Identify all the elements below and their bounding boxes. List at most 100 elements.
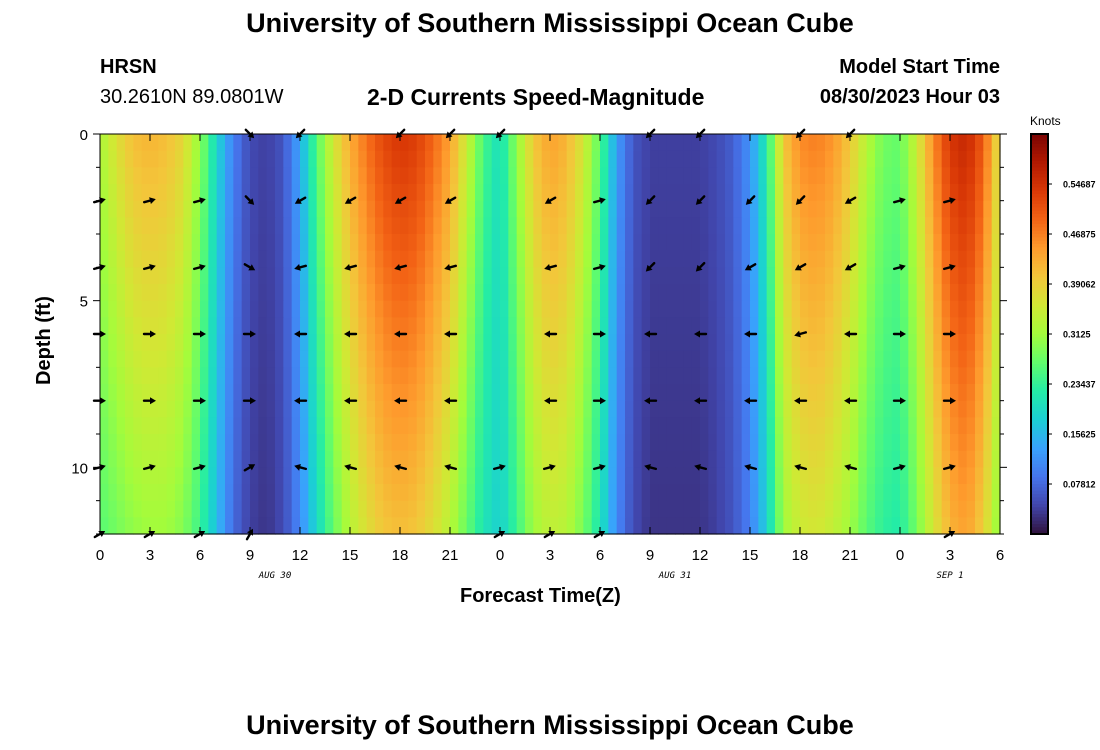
heatmap-cell	[275, 217, 284, 235]
heatmap-cell	[466, 417, 476, 435]
heatmap-cell	[691, 384, 701, 402]
heatmap-cell	[716, 184, 726, 202]
heatmap-cell	[333, 134, 343, 152]
heatmap-cell	[816, 150, 826, 168]
heatmap-cell	[575, 234, 584, 252]
heatmap-cell	[983, 234, 993, 252]
heatmap-cell	[491, 367, 501, 385]
current-arrow	[493, 464, 506, 471]
heatmap-cell	[733, 467, 743, 485]
heatmap-cell	[800, 250, 809, 268]
heatmap-cell	[575, 467, 584, 485]
heatmap-cell	[550, 467, 559, 485]
heatmap-cell	[550, 417, 559, 435]
heatmap-cell	[358, 417, 368, 435]
heatmap-cell	[458, 450, 468, 468]
heatmap-cell	[675, 267, 684, 285]
heatmap-cell	[558, 267, 568, 285]
heatmap-cell	[116, 134, 126, 152]
colorbar-segment	[1031, 460, 1048, 465]
heatmap-cell	[175, 350, 184, 368]
heatmap-cell	[125, 434, 134, 452]
heatmap-cell	[591, 217, 601, 235]
heatmap-cell	[183, 134, 193, 152]
heatmap-cell	[858, 150, 868, 168]
heatmap-cell	[675, 317, 684, 335]
heatmap-cell	[683, 317, 693, 335]
heatmap-cell	[658, 384, 668, 402]
current-arrow	[844, 196, 857, 204]
heatmap-cell	[266, 400, 276, 418]
arrow-head	[949, 464, 956, 471]
heatmap-cell	[375, 384, 384, 402]
heatmap-cell	[825, 434, 834, 452]
heatmap-cell	[491, 184, 501, 202]
heatmap-cell	[558, 400, 568, 418]
colorbar-segment	[1031, 277, 1048, 282]
heatmap-cell	[191, 184, 201, 202]
heatmap-cell	[108, 434, 118, 452]
heatmap-cell	[233, 484, 243, 502]
heatmap-cell	[975, 400, 984, 418]
heatmap-cell	[533, 234, 543, 252]
heatmap-cell	[825, 317, 834, 335]
heatmap-cell	[125, 234, 134, 252]
heatmap-cell	[516, 150, 526, 168]
heatmap-cell	[275, 167, 284, 185]
heatmap-cell	[733, 284, 743, 302]
heatmap-cell	[366, 150, 376, 168]
heatmap-cell	[416, 500, 426, 518]
heatmap-cell	[608, 184, 618, 202]
heatmap-cell	[941, 517, 951, 535]
heatmap-cell	[683, 300, 693, 318]
heatmap-cell	[266, 284, 276, 302]
heatmap-cell	[141, 384, 151, 402]
heatmap-cell	[508, 234, 518, 252]
heatmap-cell	[275, 400, 284, 418]
heatmap-cell	[833, 200, 843, 218]
heatmap-cell	[600, 484, 609, 502]
heatmap-cell	[591, 467, 601, 485]
heatmap-cell	[858, 417, 868, 435]
heatmap-cell	[391, 167, 401, 185]
heatmap-cell	[975, 317, 984, 335]
heatmap-cell	[291, 467, 301, 485]
heatmap-cell	[316, 450, 326, 468]
colorbar-segment	[1031, 404, 1048, 408]
heatmap-cell	[483, 434, 493, 452]
heatmap-cell	[958, 367, 968, 385]
heatmap-cell	[691, 367, 701, 385]
heatmap-cell	[208, 467, 218, 485]
heatmap-cell	[616, 234, 626, 252]
heatmap-cell	[975, 200, 984, 218]
current-arrow	[142, 464, 156, 471]
heatmap-cell	[375, 150, 384, 168]
heatmap-cell	[216, 450, 226, 468]
heatmap-cell	[608, 150, 618, 168]
heatmap-cell	[275, 134, 284, 152]
heatmap-cell	[166, 200, 176, 218]
heatmap-cell	[183, 400, 193, 418]
heatmap-cell	[150, 417, 159, 435]
colorbar-segment	[1031, 384, 1048, 388]
heatmap-cell	[550, 367, 559, 385]
heatmap-cell	[575, 517, 584, 535]
heatmap-cell	[908, 250, 918, 268]
heatmap-cell	[266, 134, 276, 152]
heatmap-cell	[541, 450, 551, 468]
heatmap-cell	[241, 267, 251, 285]
colorbar-segment	[1031, 394, 1048, 398]
colorbar-segment	[1031, 227, 1048, 232]
x-tick-label: 15	[342, 547, 359, 564]
heatmap-cell	[300, 184, 309, 202]
arrow-head	[644, 330, 650, 338]
heatmap-cell	[908, 517, 918, 535]
heatmap-cell	[991, 234, 1001, 252]
heatmap-cell	[175, 384, 184, 402]
heatmap-cell	[475, 467, 484, 485]
heatmap-cell	[883, 400, 893, 418]
heatmap-cell	[875, 200, 884, 218]
heatmap-cell	[766, 200, 776, 218]
current-arrow	[294, 464, 307, 471]
heatmap-cell	[316, 467, 326, 485]
